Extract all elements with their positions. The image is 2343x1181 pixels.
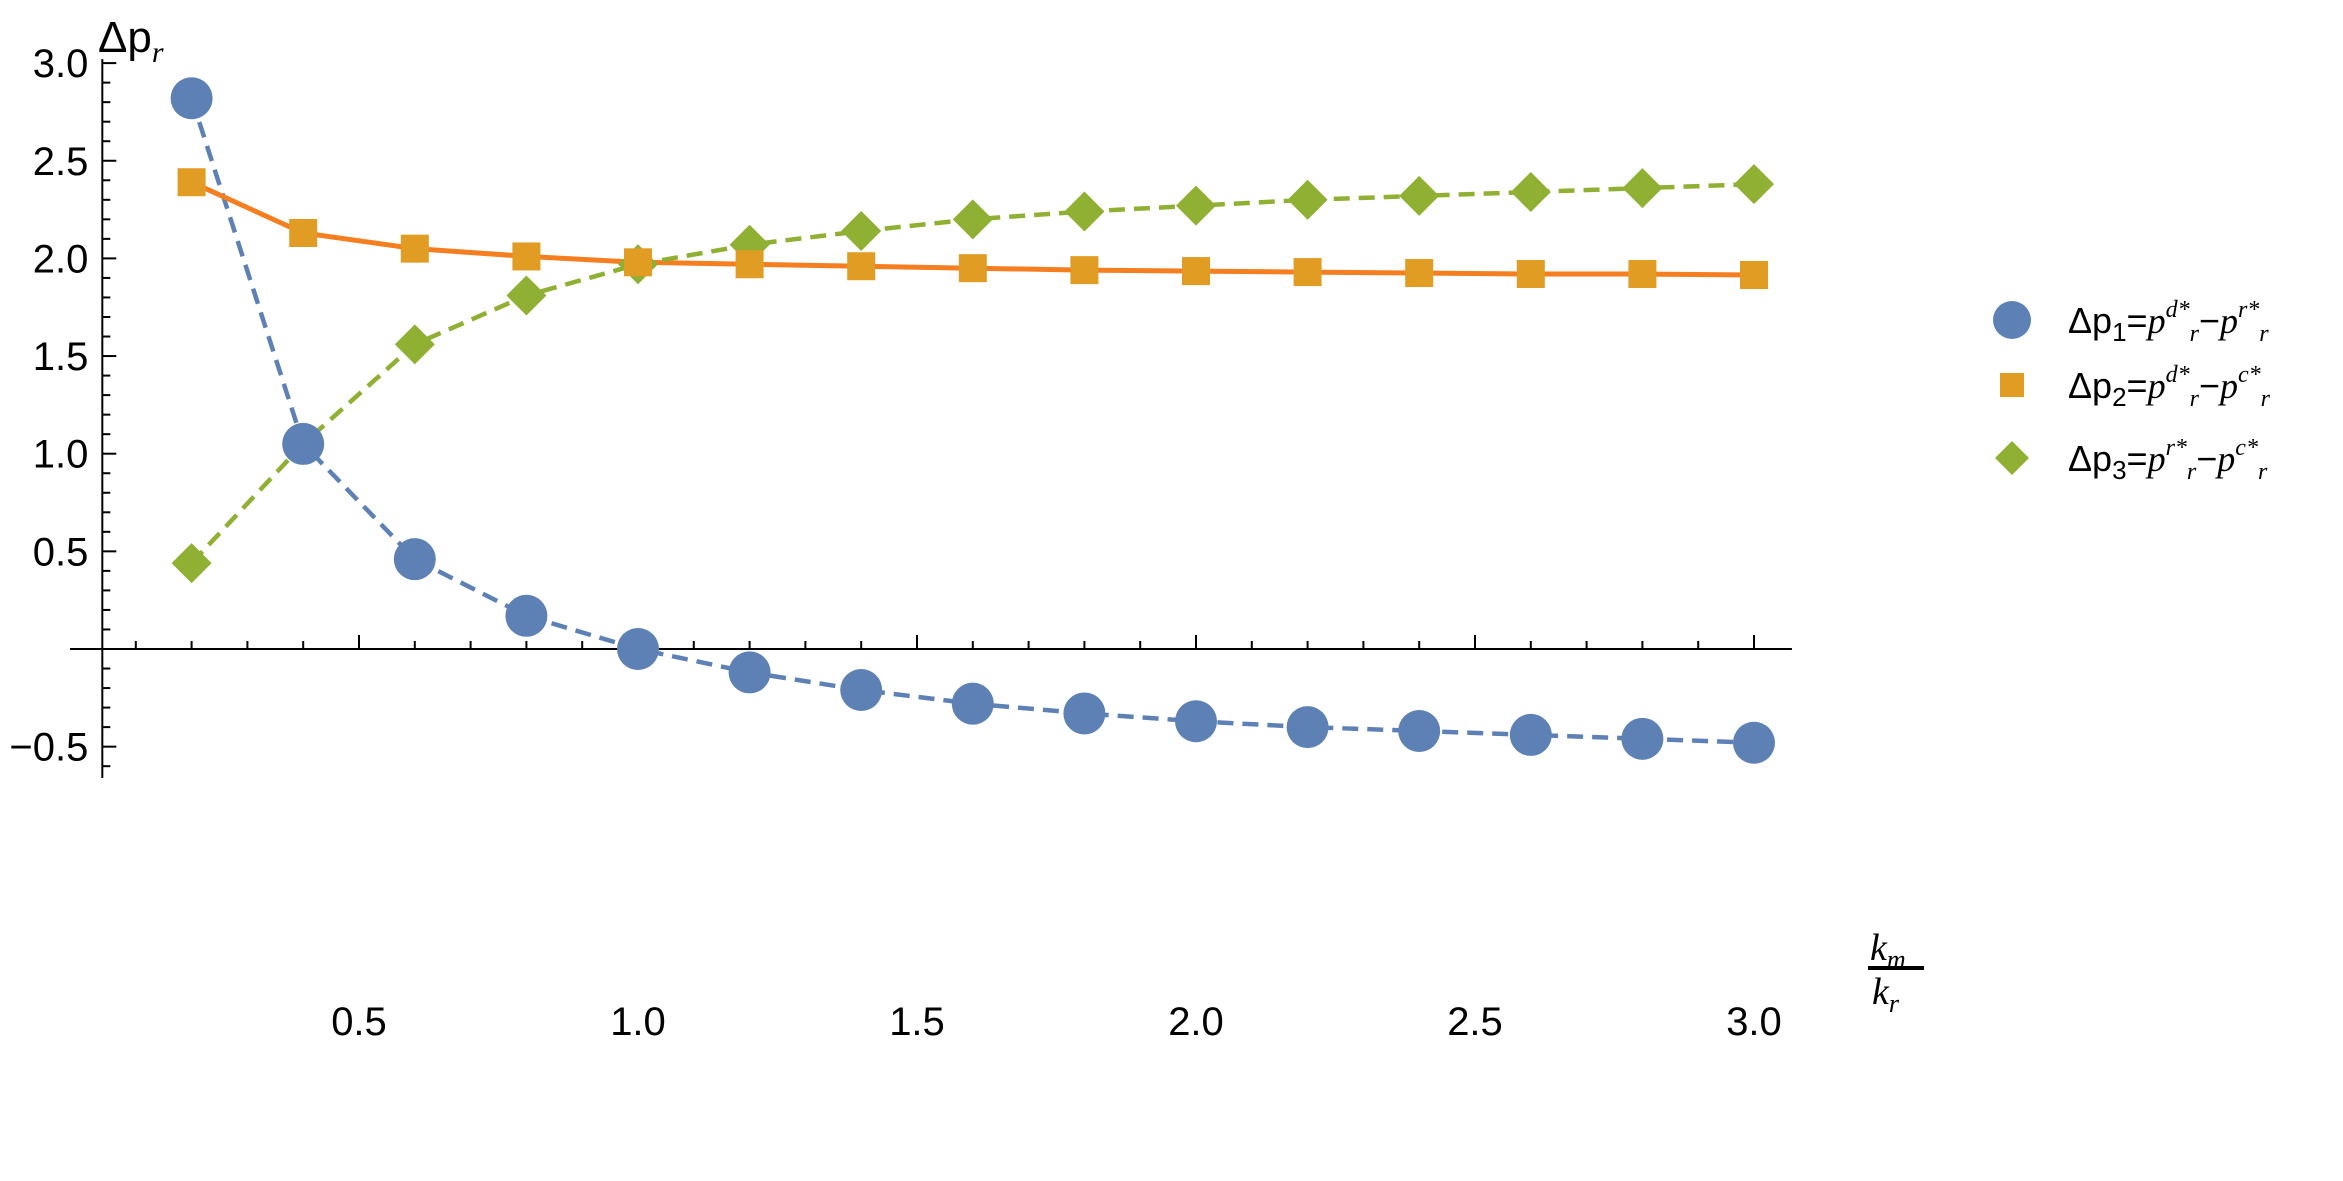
- y-tick-label: 3.0: [33, 42, 89, 86]
- series-2-point: [1293, 258, 1322, 287]
- series-2-point: [400, 234, 429, 263]
- series-3-point: [1176, 185, 1216, 226]
- series-2-point: [624, 248, 652, 277]
- series-1-point: [728, 651, 771, 694]
- series-2-point: [1182, 257, 1210, 286]
- series-1-point: [282, 422, 325, 465]
- x-axis-title: km kr: [1868, 927, 1924, 1018]
- series-3-point: [1510, 171, 1551, 212]
- y-tick-label: 1.0: [33, 433, 89, 477]
- y-tick-label: 2.5: [33, 140, 89, 184]
- series-markers: [170, 77, 1775, 764]
- series-3-point: [394, 324, 435, 365]
- y-tick-label: 2.0: [33, 237, 89, 281]
- legend-label-2: Δp2=pd*r−pc*r: [2068, 362, 2271, 412]
- series-3-point: [1287, 179, 1328, 220]
- x-tick-label: 2.5: [1447, 1000, 1503, 1044]
- series-1-point: [393, 538, 436, 581]
- x-tick-label: 0.5: [331, 1000, 387, 1044]
- y-tick-label: 1.5: [33, 335, 89, 379]
- series-3-point: [1399, 175, 1440, 216]
- legend-label-3: Δp3=pr*r−pc*r: [2068, 435, 2268, 485]
- series-2-point: [1070, 256, 1099, 285]
- x-tick-label: 3.0: [1726, 1000, 1782, 1044]
- series-2-point: [1740, 261, 1768, 290]
- series-1-point: [1286, 706, 1329, 749]
- series-2-point: [512, 242, 541, 271]
- series-2-point: [1516, 260, 1545, 289]
- series-2-point: [177, 168, 206, 197]
- series-1-point: [170, 77, 213, 120]
- legend-marker-1: [1993, 301, 2031, 339]
- series-3-point: [506, 275, 547, 316]
- series-2-point: [1628, 260, 1657, 289]
- y-axis-title: Δpr: [98, 13, 164, 69]
- series-3-point: [1064, 191, 1105, 232]
- legend-marker-2: [2000, 373, 2024, 397]
- series-1-point: [1509, 713, 1552, 756]
- y-tick-label: −0.5: [9, 726, 88, 770]
- x-tick-label: 1.5: [889, 1000, 945, 1044]
- x-tick-label: 1.0: [610, 1000, 666, 1044]
- series-3-point: [1734, 164, 1774, 205]
- axes: 0.5 1.0 1.5 2.0 2.5 3.0 −0.5 0.5 1.0 1.5 2.0 2.5 3.0: [9, 42, 1792, 1044]
- legend-label-1: Δp1=pd*r−pr*r: [2068, 297, 2269, 347]
- series-3-point: [1622, 168, 1663, 209]
- series-1-point: [617, 628, 659, 670]
- series-2-point: [958, 254, 987, 283]
- series-3-point: [171, 543, 212, 584]
- series-3-point: [841, 211, 882, 252]
- series-1-point: [1175, 700, 1217, 743]
- series-1-point: [1063, 692, 1106, 735]
- legend-marker-3: [1995, 441, 2029, 475]
- series-2-point: [1405, 259, 1434, 288]
- x-axis-denominator: kr: [1872, 971, 1900, 1018]
- series-1-point: [1733, 721, 1775, 764]
- series-1-point: [1398, 710, 1441, 753]
- series-3-point: [952, 199, 993, 240]
- legend: Δp1=pd*r−pr*r Δp2=pd*r−pc*r Δp3=pr*r−pc*r: [1993, 297, 2271, 485]
- series-1-point: [840, 669, 883, 712]
- series-2-point: [735, 250, 764, 279]
- series-1-point: [951, 682, 994, 725]
- x-tick-label: 2.0: [1168, 1000, 1224, 1044]
- series-2-point: [847, 252, 876, 281]
- y-tick-label: 0.5: [33, 530, 89, 574]
- series-1-point: [505, 594, 548, 637]
- series-1-point: [1621, 717, 1664, 760]
- series-2-point: [289, 219, 318, 248]
